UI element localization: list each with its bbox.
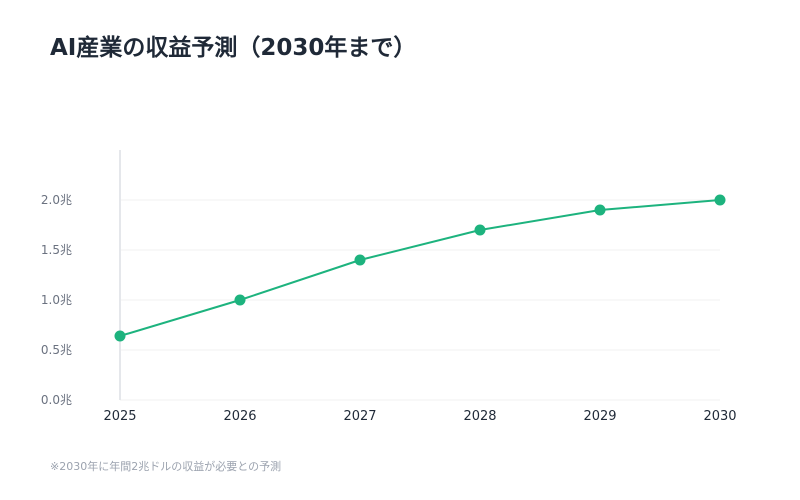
data-point: [354, 254, 366, 266]
y-tick-label: 0.0兆: [41, 393, 72, 407]
y-tick-label: 0.5兆: [41, 343, 72, 357]
data-point: [594, 204, 606, 216]
x-tick-label: 2025: [103, 409, 136, 424]
data-point: [714, 194, 726, 206]
x-tick-label: 2026: [223, 409, 256, 424]
data-point: [234, 294, 246, 306]
footnote: ※2030年に年間2兆ドルの収益が必要との予測: [50, 460, 282, 473]
x-tick-label: 2028: [463, 409, 496, 424]
chart-title: AI産業の収益予測（2030年まで）: [50, 35, 417, 61]
data-point: [474, 224, 486, 236]
y-tick-label: 2.0兆: [41, 193, 72, 207]
y-tick-label: 1.0兆: [41, 293, 72, 307]
data-point: [114, 330, 126, 342]
series-line: [119, 199, 721, 337]
y-tick-label: 1.5兆: [41, 243, 72, 257]
x-tick-label: 2029: [583, 409, 616, 424]
x-tick-label: 2030: [703, 409, 736, 424]
x-tick-label: 2027: [343, 409, 376, 424]
